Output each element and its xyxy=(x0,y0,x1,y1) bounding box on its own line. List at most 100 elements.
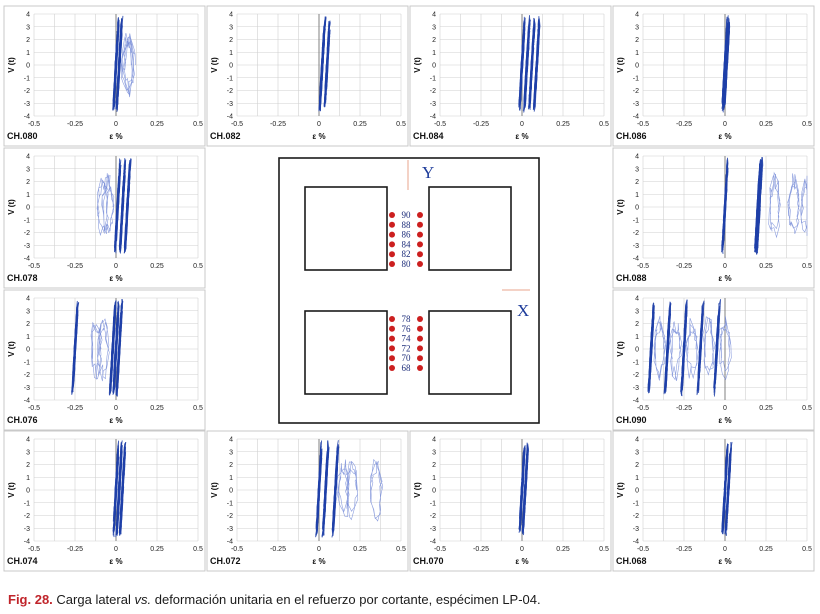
y-tick-label: -3 xyxy=(24,243,30,250)
channel-label: CH.078 xyxy=(7,273,38,283)
y-tick-label: -4 xyxy=(24,398,30,405)
gauge-dot-right xyxy=(417,231,423,238)
x-tick-label: 0.5 xyxy=(599,121,609,128)
x-tick-label: 0.25 xyxy=(759,121,773,128)
y-tick-label: -1 xyxy=(633,359,639,366)
y-tick-label: -3 xyxy=(24,385,30,392)
y-tick-label: 4 xyxy=(432,12,436,19)
x-tick-label: 0.5 xyxy=(396,546,406,553)
y-tick-label: 2 xyxy=(635,462,639,469)
y-tick-label: -1 xyxy=(227,75,233,82)
panel-ch-074: 4 3 2 1 0 -1 -2 -3 -4-0.5 -0.25 0 0.25 0.5 V (t) ε % CH… xyxy=(3,430,206,572)
hysteresis-excursion xyxy=(668,320,683,381)
panel-ch-070: 4 3 2 1 0 -1 -2 -3 -4-0.5 -0.25 0 0.25 0.5 V (t) ε % CH… xyxy=(409,430,612,572)
y-tick-label: 1 xyxy=(635,192,639,199)
x-axis-label: ε % xyxy=(109,274,122,283)
gauge-label-86: 86 xyxy=(402,230,412,240)
gauge-label-84: 84 xyxy=(402,239,412,249)
y-tick-label: 0 xyxy=(635,205,639,212)
y-tick-label: 2 xyxy=(432,37,436,44)
hysteresis-excursion xyxy=(800,175,808,236)
y-tick-label: -2 xyxy=(24,372,30,379)
x-tick-label: 0 xyxy=(114,263,118,270)
y-axis-label: V (t) xyxy=(7,341,16,357)
x-tick-label: -0.5 xyxy=(637,405,649,412)
y-tick-label: 0 xyxy=(635,488,639,495)
hysteresis-trace xyxy=(725,447,732,531)
x-tick-label: -0.25 xyxy=(473,546,489,553)
x-tick-label: 0.25 xyxy=(150,263,164,270)
y-tick-label: 0 xyxy=(635,347,639,354)
x-tick-label: 0.5 xyxy=(193,263,203,270)
gauge-dot-left xyxy=(389,316,395,322)
y-axis-label: V (t) xyxy=(210,482,219,498)
y-tick-label: 3 xyxy=(432,24,436,31)
y-tick-label: 2 xyxy=(26,179,30,186)
gauge-dot-right xyxy=(417,316,423,322)
y-tick-label: -1 xyxy=(633,217,639,224)
gauge-dot-left xyxy=(389,335,395,342)
x-tick-label: 0.5 xyxy=(802,263,812,270)
x-tick-label: -0.5 xyxy=(637,546,649,553)
y-tick-label: 0 xyxy=(26,63,30,70)
x-tick-label: 0 xyxy=(114,405,118,412)
y-tick-label: 1 xyxy=(26,334,30,341)
y-tick-label: 1 xyxy=(26,475,30,482)
hysteresis-excursion xyxy=(122,33,136,98)
x-axis-label: ε % xyxy=(109,416,122,425)
y-tick-label: -3 xyxy=(633,243,639,250)
gauge-dot-right xyxy=(417,345,423,352)
x-tick-label: 0 xyxy=(317,546,321,553)
figure-caption: Fig. 28. Carga lateral vs. deformación u… xyxy=(8,592,541,607)
x-tick-label: 0.25 xyxy=(759,405,773,412)
hysteresis-excursion xyxy=(345,461,359,521)
x-axis-label: ε % xyxy=(718,132,731,141)
y-tick-label: -4 xyxy=(633,539,639,546)
y-tick-label: -2 xyxy=(24,513,30,520)
hysteresis-excursion xyxy=(337,459,350,517)
x-tick-label: -0.25 xyxy=(67,405,83,412)
x-tick-label: -0.5 xyxy=(28,546,40,553)
y-tick-label: 2 xyxy=(635,179,639,186)
hysteresis-trace xyxy=(523,18,531,110)
gauge-dot-left xyxy=(389,221,395,228)
x-tick-label: -0.5 xyxy=(637,121,649,128)
x-tick-label: 0.5 xyxy=(802,546,812,553)
y-tick-label: 2 xyxy=(26,462,30,469)
hysteresis-trace xyxy=(519,448,526,530)
panel-frame xyxy=(206,430,409,572)
y-tick-label: -1 xyxy=(24,359,30,366)
hysteresis-excursion xyxy=(787,173,800,234)
hysteresis-excursion xyxy=(101,173,115,235)
x-tick-label: 0.5 xyxy=(802,405,812,412)
gauge-label-74: 74 xyxy=(402,334,412,344)
x-tick-label: 0.5 xyxy=(193,546,203,553)
gauge-dot-right xyxy=(417,212,423,218)
y-axis-label: V (t) xyxy=(210,57,219,73)
y-axis-label: V (t) xyxy=(413,57,422,73)
y-tick-label: -4 xyxy=(227,114,233,121)
channel-label: CH.080 xyxy=(7,131,38,141)
y-tick-label: -4 xyxy=(633,114,639,121)
y-tick-label: 1 xyxy=(26,50,30,57)
y-tick-label: 4 xyxy=(635,437,639,444)
y-axis-label: V (t) xyxy=(7,57,16,73)
caption-fig-number: Fig. 28. xyxy=(8,592,53,607)
panel-ch-078: 4 3 2 1 0 -1 -2 -3 -4-0.5 -0.25 0 0.25 0.5 V (t) ε % CH… xyxy=(3,147,206,289)
y-tick-label: -4 xyxy=(430,114,436,121)
y-tick-label: 4 xyxy=(229,12,233,19)
gauge-label-68: 68 xyxy=(402,363,412,373)
hysteresis-trace xyxy=(321,441,329,537)
channel-label: CH.072 xyxy=(210,556,241,566)
hysteresis-excursion xyxy=(96,177,109,237)
panel-ch-082: 4 3 2 1 0 -1 -2 -3 -4-0.5 -0.25 0 0.25 0.5 V (t) ε % CH… xyxy=(206,5,409,147)
x-tick-label: -0.5 xyxy=(28,405,40,412)
panel-ch-086: 4 3 2 1 0 -1 -2 -3 -4-0.5 -0.25 0 0.25 0.5 V (t) ε % CH… xyxy=(612,5,815,147)
y-tick-label: 4 xyxy=(26,154,30,161)
x-tick-label: -0.25 xyxy=(676,546,692,553)
x-tick-label: 0.25 xyxy=(353,121,367,128)
y-tick-label: 4 xyxy=(432,437,436,444)
y-tick-label: -4 xyxy=(430,539,436,546)
panel-frame xyxy=(409,430,612,572)
